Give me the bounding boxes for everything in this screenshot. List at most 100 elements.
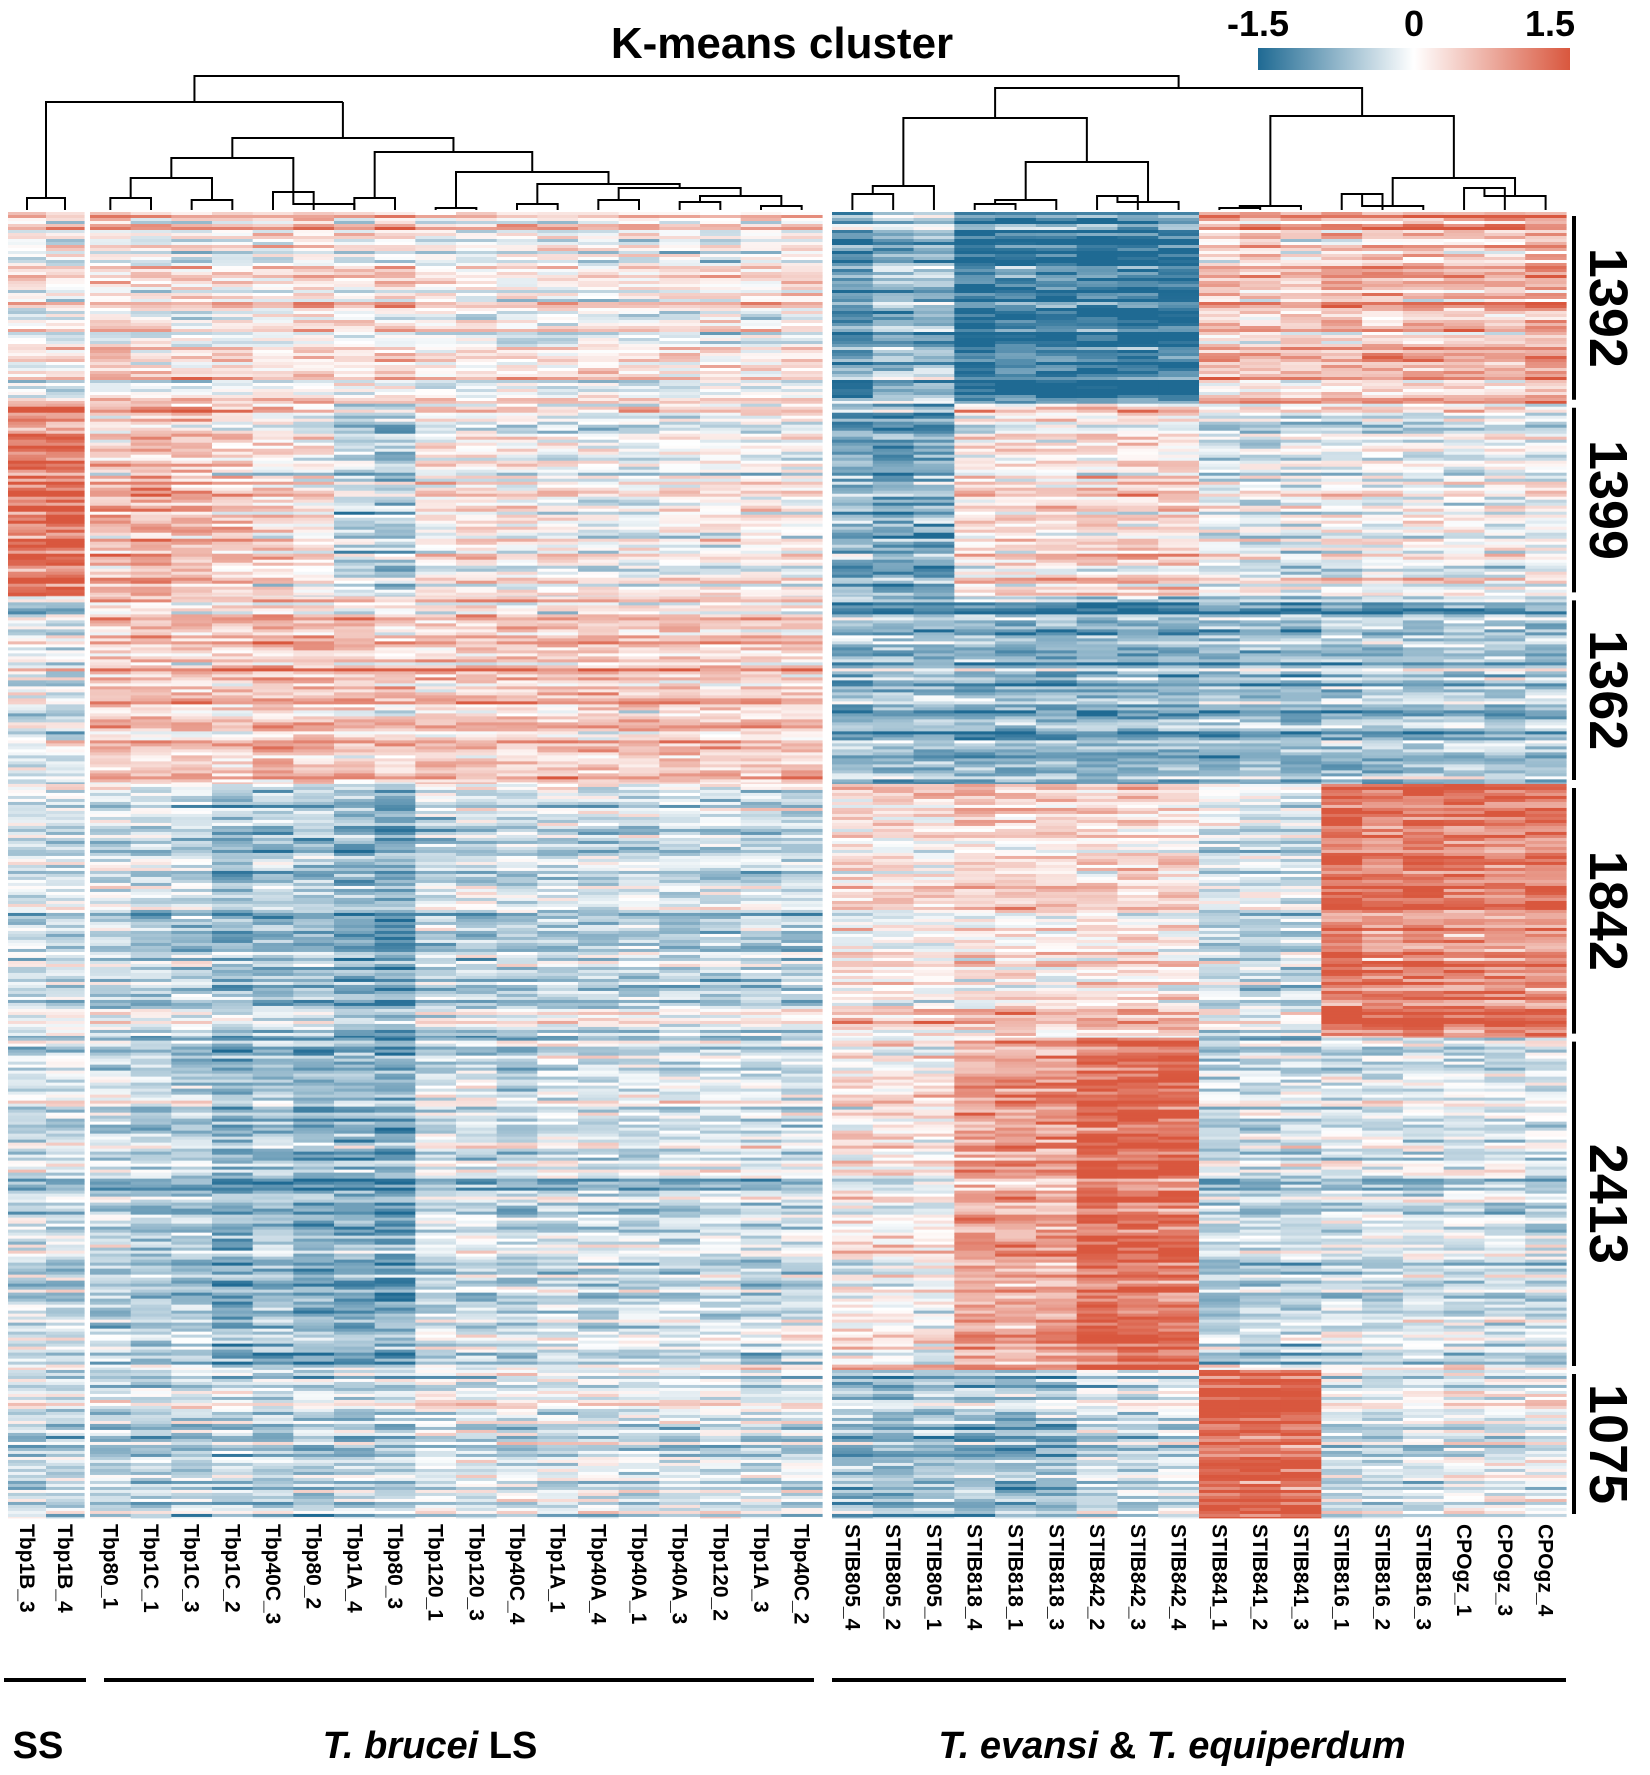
heatmap-cell (618, 568, 660, 573)
dendrogram-branch (678, 201, 722, 210)
heatmap-cell (1035, 469, 1078, 474)
heatmap-cell (1484, 332, 1526, 336)
heatmap-cell (1484, 218, 1526, 222)
heatmap-cell (171, 239, 213, 243)
heatmap-cell (1362, 239, 1404, 243)
heatmap-cell (415, 371, 457, 375)
heatmap-cell (496, 395, 538, 399)
heatmap-cell (1280, 329, 1322, 333)
heatmap-cell (1239, 490, 1282, 495)
heatmap-cell (415, 553, 457, 558)
heatmap-cell (954, 239, 996, 243)
heatmap-cell (995, 418, 1037, 423)
heatmap-cell (995, 481, 1037, 486)
heatmap-cell (90, 230, 132, 234)
heatmap-cell (1321, 350, 1363, 354)
heatmap-cell (1402, 287, 1445, 291)
heatmap-cell (1239, 559, 1282, 564)
heatmap-cell (659, 308, 701, 312)
heatmap-cell (334, 221, 376, 225)
heatmap-cell (872, 412, 915, 417)
dendrogram-branch (129, 177, 213, 200)
heatmap-cell (90, 595, 132, 597)
dendrogram-branch (851, 193, 895, 210)
heatmap-cell (1402, 559, 1445, 564)
heatmap-cell (1199, 221, 1241, 225)
heatmap-cell (740, 347, 782, 351)
heatmap-cell (659, 511, 701, 516)
heatmap-cell (995, 308, 1037, 312)
heatmap-cell (171, 571, 213, 576)
heatmap-cell (1076, 239, 1119, 243)
heatmap-cell (578, 311, 620, 315)
heatmap-cell (700, 448, 742, 453)
heatmap-cell (1117, 332, 1159, 336)
heatmap-cell (1076, 389, 1119, 393)
heatmap-cell (1158, 409, 1200, 414)
heatmap-cell (252, 248, 294, 252)
heatmap-cell (415, 466, 457, 471)
heatmap-cell (1035, 218, 1078, 222)
heatmap-cell (781, 236, 823, 240)
heatmap-cell (659, 532, 701, 537)
heatmap-cell (46, 592, 85, 597)
heatmap-cell (872, 248, 915, 252)
heatmap-cell (90, 442, 132, 447)
heatmap-cell (1117, 212, 1159, 216)
heatmap-cell (1443, 215, 1486, 219)
heatmap-cell (1443, 338, 1486, 342)
heatmap-cell (1402, 236, 1445, 240)
heatmap-cell (130, 260, 172, 264)
heatmap-cell (740, 221, 782, 225)
heatmap-cell (1443, 577, 1486, 582)
heatmap-cell (832, 368, 874, 372)
heatmap-cell (1525, 547, 1567, 552)
heatmap-cell (1158, 320, 1200, 324)
heatmap-cell (90, 257, 132, 261)
heatmap-cell (1158, 472, 1200, 477)
heatmap-cell (252, 341, 294, 345)
heatmap-cell (700, 221, 742, 225)
heatmap-cell (537, 427, 579, 432)
heatmap-cell (293, 596, 335, 600)
heatmap-cell (1443, 293, 1486, 297)
heatmap-cell (1362, 448, 1404, 453)
heatmap-cell (1443, 508, 1486, 513)
heatmap-cell (1484, 212, 1526, 216)
heatmap-cell (374, 368, 416, 372)
heatmap-cell (659, 547, 701, 552)
heatmap-cell (537, 356, 579, 360)
heatmap-cell (781, 362, 823, 366)
heatmap-cell (1158, 436, 1200, 441)
heatmap-cell (618, 481, 660, 486)
heatmap-cell (1443, 529, 1486, 534)
heatmap-cell (456, 436, 498, 441)
heatmap-cell (1362, 377, 1404, 381)
heatmap-cell (872, 421, 915, 426)
heatmap-cell (700, 538, 742, 543)
heatmap-cell (130, 526, 172, 531)
heatmap-cell (659, 556, 701, 561)
heatmap-cell (252, 424, 294, 429)
heatmap-cell (537, 487, 579, 492)
heatmap-cell (537, 484, 579, 489)
heatmap-cell (212, 314, 254, 318)
heatmap-cell (1280, 517, 1322, 522)
heatmap-cell (954, 526, 996, 531)
heatmap-cell (374, 445, 416, 450)
heatmap-cell (781, 383, 823, 387)
heatmap-cell (995, 251, 1037, 255)
heatmap-cell (1443, 460, 1486, 465)
heatmap-cell (1239, 383, 1282, 387)
heatmap-cell (1525, 386, 1567, 390)
heatmap-cell (1239, 248, 1282, 252)
heatmap-cell (832, 242, 874, 246)
heatmap-cell (832, 296, 874, 300)
heatmap-cell (578, 577, 620, 582)
heatmap-cell (1199, 460, 1241, 465)
heatmap-cell (1443, 442, 1486, 447)
heatmap-cell (1402, 574, 1445, 579)
heatmap-cell (995, 329, 1037, 333)
heatmap-cell (913, 565, 955, 570)
